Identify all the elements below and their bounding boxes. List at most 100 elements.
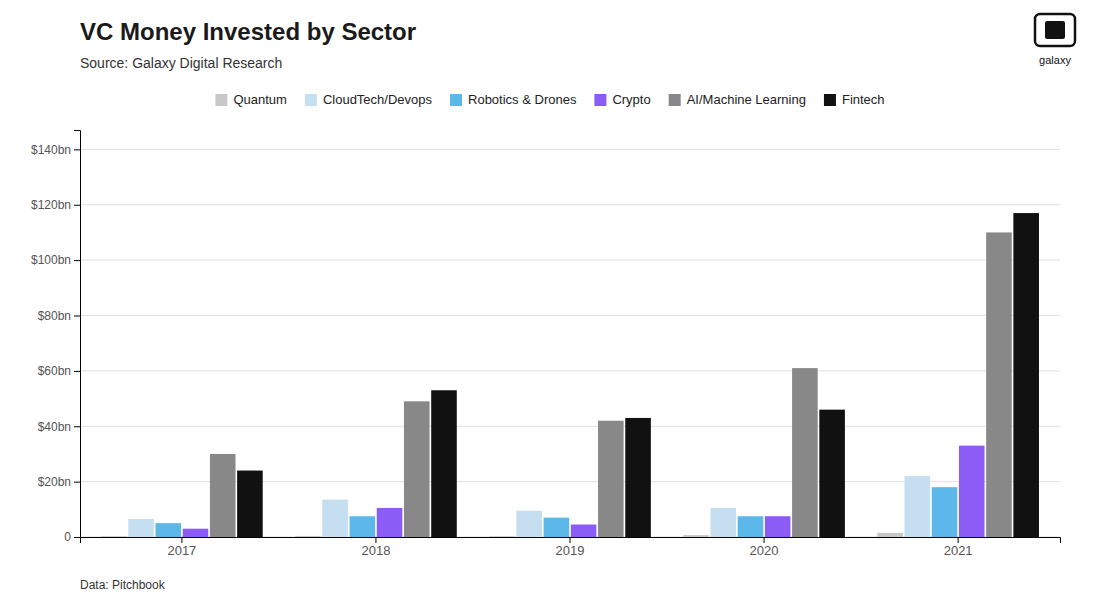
bar (598, 421, 624, 537)
tick-mark (958, 537, 959, 543)
bar (516, 511, 542, 537)
bar (210, 454, 236, 537)
y-tick: $60bn (38, 364, 80, 378)
tick-mark (375, 537, 376, 543)
x-tick: 2018 (361, 537, 390, 558)
y-tick: $40bn (38, 420, 80, 434)
bar (571, 525, 597, 537)
tick-label: $20bn (38, 475, 71, 489)
axis-line (74, 131, 81, 538)
grid-line (80, 260, 1060, 261)
tick-mark (74, 426, 80, 427)
legend-item: AI/Machine Learning (669, 92, 806, 107)
legend-swatch (669, 94, 681, 106)
legend-label: CloudTech/Devops (323, 92, 433, 107)
tick-label: $100bn (31, 253, 71, 267)
tick-mark (570, 537, 571, 543)
x-tick: 2020 (750, 537, 779, 558)
legend-item: CloudTech/Devops (305, 92, 433, 107)
grid-line (80, 204, 1060, 205)
tick-mark (181, 537, 182, 543)
legend-item: Quantum (215, 92, 286, 107)
x-tick: 2021 (944, 537, 973, 558)
legend-label: Fintech (842, 92, 885, 107)
bar (625, 418, 651, 537)
tick-label: 2017 (167, 543, 196, 558)
bar (819, 410, 845, 537)
legend-label: AI/Machine Learning (687, 92, 806, 107)
grid-line (80, 315, 1060, 316)
tick-label: 2020 (750, 543, 779, 558)
legend-label: Robotics & Drones (468, 92, 577, 107)
series (210, 232, 1012, 537)
bar (377, 508, 403, 537)
legend-swatch (594, 94, 606, 106)
bar (986, 232, 1012, 537)
bar (128, 519, 154, 537)
tick-label: $120bn (31, 198, 71, 212)
tick-mark (74, 149, 80, 150)
bar (544, 518, 570, 537)
bar (959, 446, 985, 537)
legend-label: Crypto (612, 92, 650, 107)
tick-label: $40bn (38, 420, 71, 434)
bar (683, 535, 709, 537)
legend-swatch (305, 94, 317, 106)
axis-line (81, 538, 1061, 544)
bar (932, 487, 958, 537)
grid-line (80, 370, 1060, 371)
bar (295, 536, 321, 537)
y-tick: $20bn (38, 475, 80, 489)
logo-frame (1035, 14, 1075, 46)
bar (350, 516, 376, 537)
bars (101, 213, 1039, 537)
x-tick: 2017 (167, 537, 196, 558)
bar (101, 536, 127, 537)
bar (792, 368, 818, 537)
tick-mark (74, 205, 80, 206)
bar (877, 533, 903, 537)
tick-label: $140bn (31, 143, 71, 157)
bar (183, 529, 209, 537)
bar (237, 471, 263, 537)
tick-mark (74, 316, 80, 317)
tick-mark (74, 260, 80, 261)
y-tick: $100bn (31, 253, 80, 267)
y-tick: 0 (64, 530, 80, 544)
tick-label: $80bn (38, 309, 71, 323)
bar (738, 516, 764, 537)
tick-label: $60bn (38, 364, 71, 378)
grid (80, 149, 1060, 537)
tick-label: 2021 (944, 543, 973, 558)
bar (765, 516, 791, 537)
grid-line (80, 149, 1060, 150)
bar (322, 500, 348, 537)
legend-swatch (215, 94, 227, 106)
grid-line (80, 426, 1060, 427)
y-tick: $80bn (38, 309, 80, 323)
legend-swatch (824, 94, 836, 106)
plot: 0 $20bn $40bn $60bn $80bn $100bn $120bn $140bn 2… (31, 131, 1061, 559)
tick-mark (74, 371, 80, 372)
legend-swatch (450, 94, 462, 106)
title: VC Money Invested by Sector (80, 18, 416, 45)
x-tick: 2019 (556, 537, 585, 558)
subtitle: Source: Galaxy Digital Research (80, 55, 282, 71)
chart: VC Money Invested by Sector Source: Galax… (0, 0, 1100, 599)
tick-mark (764, 537, 765, 543)
tick-label: 2018 (361, 543, 390, 558)
legend: Quantum CloudTech/Devops Robotics & Drones… (215, 92, 884, 107)
footnote: Data: Pitchbook (80, 578, 166, 592)
tick-mark (74, 537, 80, 538)
bar (710, 508, 736, 537)
x-axis: 2017 2018 2019 2020 2021 (81, 537, 1061, 558)
y-tick: $140bn (31, 143, 80, 157)
tick-label: 0 (64, 530, 71, 544)
series (237, 213, 1039, 537)
legend-item: Fintech (824, 92, 885, 107)
annotation: galaxy (1039, 54, 1071, 66)
bar (489, 536, 515, 537)
tick-label: 2019 (556, 543, 585, 558)
tick-mark (74, 482, 80, 483)
bar (904, 476, 930, 537)
